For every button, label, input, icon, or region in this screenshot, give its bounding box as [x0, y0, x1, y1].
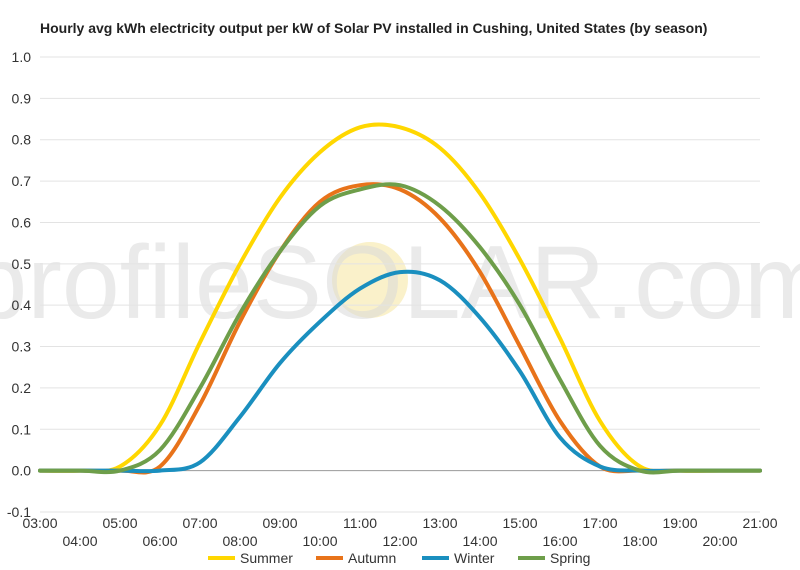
x-tick-label: 17:00 — [582, 515, 617, 531]
x-tick-label: 13:00 — [422, 515, 457, 531]
y-tick-label: 0.4 — [12, 297, 32, 313]
legend-label-autumn: Autumn — [348, 550, 396, 566]
y-tick-label: 0.2 — [12, 380, 32, 396]
x-tick-label: 12:00 — [382, 533, 417, 549]
x-tick-label: 11:00 — [343, 515, 377, 531]
x-tick-label: 16:00 — [542, 533, 577, 549]
x-tick-label: 14:00 — [462, 533, 497, 549]
x-tick-label: 18:00 — [622, 533, 657, 549]
x-tick-label: 04:00 — [62, 533, 97, 549]
chart-title: Hourly avg kWh electricity output per kW… — [40, 20, 707, 36]
x-tick-label: 19:00 — [662, 515, 697, 531]
watermark-text: profileSOLAR.com — [0, 225, 800, 341]
x-tick-label: 10:00 — [302, 533, 337, 549]
y-tick-label: 0.6 — [12, 214, 32, 230]
x-tick-label: 05:00 — [102, 515, 137, 531]
y-tick-label: 0.5 — [12, 256, 32, 272]
y-axis: -0.1 0.0 0.1 0.2 0.3 0.4 0.5 0.6 0.7 0.8 0.9 1.0 — [7, 49, 31, 520]
watermark: profileSOLAR.com — [0, 225, 800, 341]
y-tick-label: 1.0 — [12, 49, 32, 65]
x-tick-label: 08:00 — [222, 533, 257, 549]
x-tick-label: 06:00 — [142, 533, 177, 549]
y-tick-label: 0.9 — [12, 90, 32, 106]
x-tick-label: 21:00 — [742, 515, 777, 531]
x-tick-label: 15:00 — [502, 515, 537, 531]
series-line-spring — [38, 182, 762, 475]
grid — [40, 56, 760, 513]
legend-label-winter: Winter — [454, 550, 495, 566]
watermark-sun-icon — [332, 242, 408, 318]
y-tick-label: 0.8 — [12, 132, 32, 148]
legend-label-spring: Spring — [550, 550, 590, 566]
legend: Summer Autumn Winter Spring — [208, 550, 590, 566]
x-axis: 03:00 05:00 07:00 09:00 11:00 13:00 15:00 17:00… — [22, 515, 777, 549]
x-tick-label: 09:00 — [262, 515, 297, 531]
y-tick-label: 0.0 — [12, 463, 32, 479]
series-line-summer — [38, 122, 762, 474]
y-tick-label: 0.7 — [12, 173, 32, 189]
series-lines — [38, 122, 762, 475]
y-tick-label: 0.1 — [12, 421, 32, 437]
y-tick-label: -0.1 — [7, 504, 31, 520]
x-tick-label: 07:00 — [182, 515, 217, 531]
legend-label-summer: Summer — [240, 550, 293, 566]
y-tick-label: 0.3 — [12, 339, 32, 355]
x-tick-label: 20:00 — [702, 533, 737, 549]
x-tick-label: 03:00 — [22, 515, 57, 531]
